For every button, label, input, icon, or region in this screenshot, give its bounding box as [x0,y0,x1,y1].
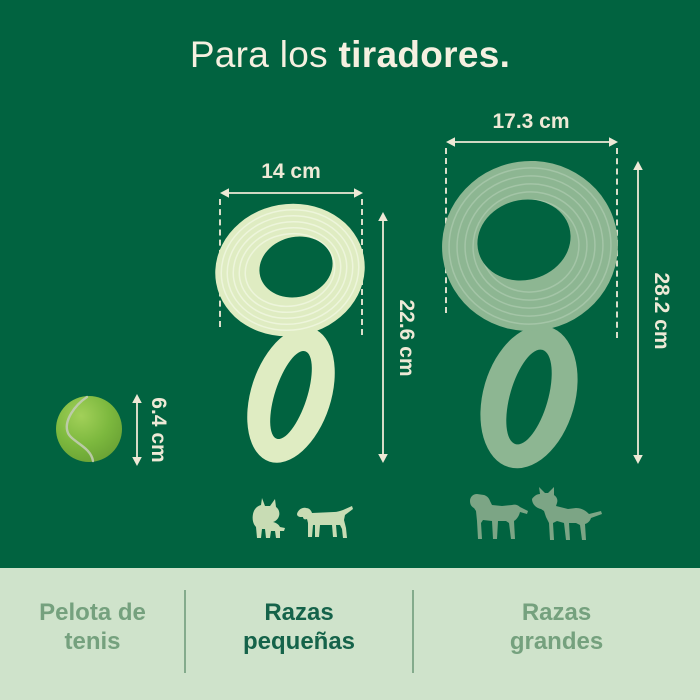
page-title-regular: Para los [189,34,339,75]
chihuahua-icon [252,498,285,538]
tennis-ball-icon [56,395,122,463]
dachshund-icon [297,506,353,538]
small-toy-width-label: 14 cm [261,160,321,183]
large-breed-dogs [468,486,608,546]
large-toy-height-arrow [633,161,643,464]
legend-small-breeds-line2: pequeñas [242,628,356,655]
german-shepherd-icon [532,487,602,540]
page-title: Para los tiradores. [0,34,700,76]
labrador-icon [470,494,528,539]
legend-small-breeds-line1: Razas [264,599,334,626]
tug-toy-large-icon [442,160,618,469]
legend-tennis-ball-line2: tenis [64,628,121,655]
legend-tennis-ball-line1: Pelota de [39,599,146,626]
legend-large-breeds-line2: grandes [509,628,604,655]
legend-divider-1 [184,590,186,673]
page-title-bold: tiradores. [338,34,511,75]
small-toy-width-arrow [220,188,363,198]
small-breed-dogs [250,486,360,546]
small-toy-height-label: 22.6 cm [395,299,418,377]
legend-large-breeds: Razas grandes [413,568,700,700]
legend-bar: Pelota de tenis Razas pequeñas Razas gra… [0,568,700,700]
large-toy-width-arrow [446,137,618,147]
large-toy-height-label: 28.2 cm [650,272,673,350]
small-toy-height-arrow [378,212,388,463]
legend-divider-2 [412,590,414,673]
large-toy-width-label: 17.3 cm [492,110,570,133]
ball-height-label: 6.4 cm [147,397,170,463]
legend-tennis-ball: Pelota de tenis [0,568,185,700]
ball-height-arrow [132,394,142,466]
legend-large-breeds-line1: Razas [521,599,592,626]
legend-small-breeds: Razas pequeñas [185,568,413,700]
tug-toy-small-icon [215,203,365,463]
